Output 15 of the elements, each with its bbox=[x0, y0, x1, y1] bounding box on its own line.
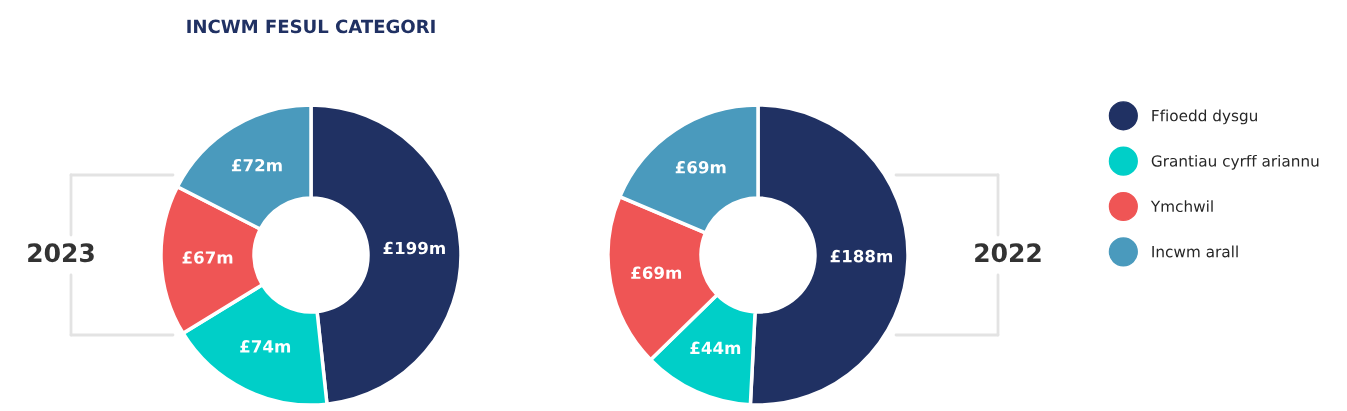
data-label: £188m bbox=[830, 249, 893, 263]
data-label: £69m bbox=[631, 266, 682, 280]
legend-label: Ymchwil bbox=[1150, 200, 1213, 213]
data-label: £199m bbox=[383, 241, 445, 255]
data-label: £74m bbox=[240, 340, 291, 353]
data-label: £69m bbox=[675, 160, 726, 174]
chart-title: INCWM FESUL CATEGORI bbox=[187, 19, 435, 34]
data-label: £67m bbox=[182, 251, 233, 264]
data-label: £72m bbox=[231, 158, 282, 172]
legend-label: Ffioedd dysgu bbox=[1152, 109, 1257, 125]
text: 2023 bbox=[28, 243, 94, 263]
data-label: £44m bbox=[690, 341, 741, 354]
legend-label: Grantiau cyrff ariannu bbox=[1151, 154, 1319, 170]
legend-label: Incwm arall bbox=[1152, 245, 1238, 258]
text: 2022 bbox=[975, 243, 1041, 263]
